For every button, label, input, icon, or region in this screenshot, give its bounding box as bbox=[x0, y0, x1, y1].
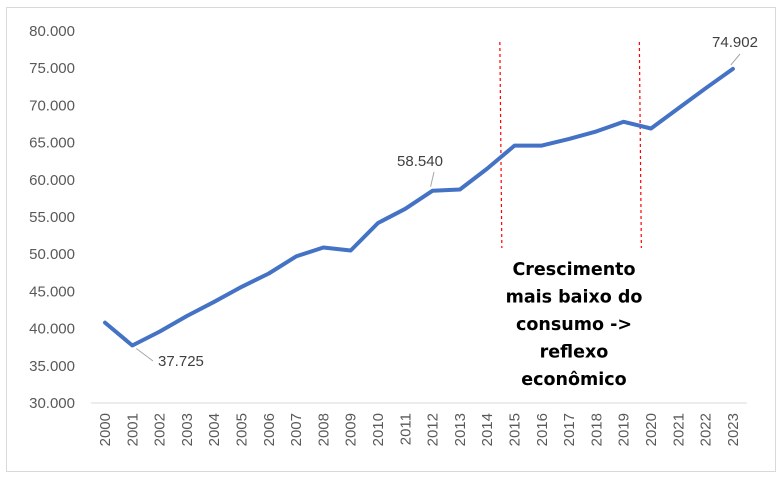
x-tick-label: 2022 bbox=[698, 413, 715, 446]
x-tick-label: 2014 bbox=[479, 413, 496, 446]
data-point bbox=[431, 189, 435, 193]
data-point bbox=[240, 285, 244, 289]
x-tick-label: 2023 bbox=[725, 413, 742, 446]
data-point bbox=[622, 120, 626, 124]
x-tick-label: 2007 bbox=[288, 413, 305, 446]
y-tick-label: 30.000 bbox=[29, 395, 75, 412]
y-tick-label: 75.000 bbox=[29, 60, 75, 77]
series-line bbox=[103, 66, 735, 348]
reference-line-1 bbox=[499, 41, 503, 249]
annotation-line: econômico bbox=[521, 370, 626, 390]
x-tick-label: 2004 bbox=[206, 413, 223, 446]
data-label-leader bbox=[730, 53, 741, 66]
x-tick-label: 2021 bbox=[670, 413, 687, 446]
data-point bbox=[294, 254, 298, 258]
x-tick-label: 2003 bbox=[179, 413, 196, 446]
y-tick-label: 80.000 bbox=[29, 23, 75, 40]
data-label: 37.725 bbox=[158, 353, 204, 370]
data-point bbox=[594, 129, 598, 133]
data-label-leader bbox=[430, 171, 435, 187]
y-tick-label: 45.000 bbox=[29, 283, 75, 300]
x-tick-label: 2008 bbox=[315, 413, 332, 446]
x-tick-label: 2000 bbox=[97, 413, 114, 446]
chart-frame bbox=[6, 7, 776, 472]
data-label-leader bbox=[136, 348, 154, 362]
data-point bbox=[267, 272, 271, 276]
data-point bbox=[349, 248, 353, 252]
x-tick-label: 2001 bbox=[124, 413, 141, 446]
data-label: 74.902 bbox=[712, 34, 758, 51]
data-point bbox=[731, 67, 735, 71]
x-tick-label: 2009 bbox=[343, 413, 360, 446]
annotation-line: Crescimento bbox=[512, 260, 635, 280]
y-tick-label: 60.000 bbox=[29, 172, 75, 189]
x-tick-label: 2018 bbox=[588, 413, 605, 446]
x-tick-label: 2013 bbox=[452, 413, 469, 446]
data-point bbox=[158, 330, 162, 334]
data-label: 58.540 bbox=[397, 153, 443, 170]
x-tick-label: 2002 bbox=[152, 413, 169, 446]
data-point bbox=[704, 86, 708, 90]
data-point bbox=[130, 344, 134, 348]
y-tick-label: 35.000 bbox=[29, 358, 75, 375]
y-tick-label: 50.000 bbox=[29, 246, 75, 263]
y-tick-label: 55.000 bbox=[29, 209, 75, 226]
data-point bbox=[485, 167, 489, 171]
data-point bbox=[185, 314, 189, 318]
data-point bbox=[403, 207, 407, 211]
x-tick-label: 2015 bbox=[507, 413, 524, 446]
x-tick-label: 2010 bbox=[370, 413, 387, 446]
annotation-line: reflexo bbox=[540, 343, 609, 363]
annotation-line: mais baixo do bbox=[506, 288, 643, 308]
annotation-line: consumo -> bbox=[516, 315, 632, 335]
y-tick-label: 65.000 bbox=[29, 135, 75, 152]
x-tick-label: 2019 bbox=[616, 413, 633, 446]
data-point bbox=[376, 221, 380, 225]
data-point bbox=[649, 126, 653, 130]
data-point bbox=[513, 144, 517, 148]
x-tick-label: 2005 bbox=[234, 413, 251, 446]
data-point bbox=[540, 144, 544, 148]
x-tick-label: 2006 bbox=[261, 413, 278, 446]
x-tick-label: 2012 bbox=[425, 413, 442, 446]
x-tick-label: 2020 bbox=[643, 413, 660, 446]
data-point bbox=[103, 321, 107, 325]
data-point bbox=[676, 106, 680, 110]
x-tick-label: 2017 bbox=[561, 413, 578, 446]
x-tick-label: 2016 bbox=[534, 413, 551, 446]
data-point bbox=[212, 300, 216, 304]
y-tick-label: 70.000 bbox=[29, 97, 75, 114]
y-tick-label: 40.000 bbox=[29, 321, 75, 338]
data-point bbox=[321, 246, 325, 250]
x-tick-label: 2011 bbox=[397, 413, 414, 445]
data-point bbox=[567, 137, 571, 141]
data-point bbox=[458, 187, 462, 191]
reference-line-2 bbox=[638, 41, 642, 249]
